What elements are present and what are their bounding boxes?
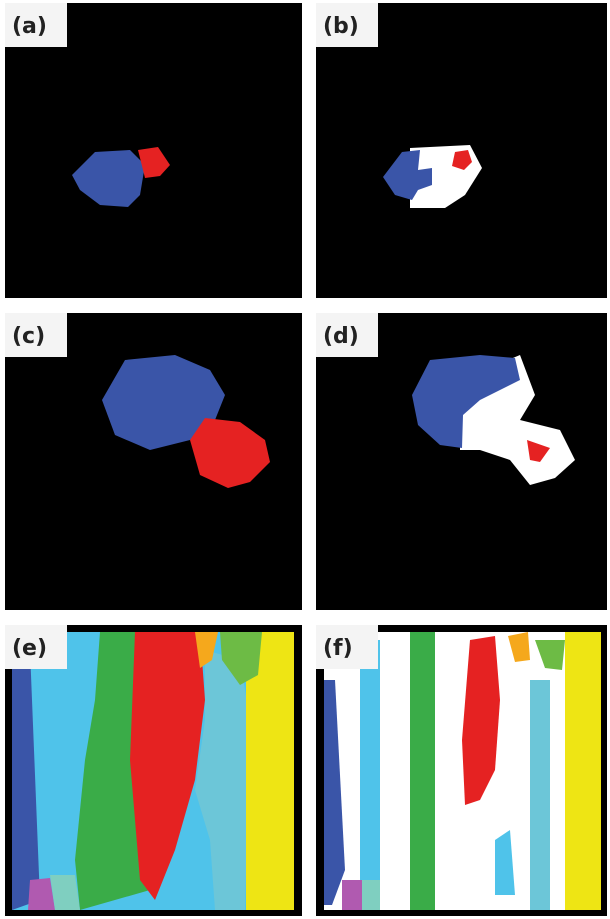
cyan-region [530,680,550,910]
yellow-region [565,632,601,910]
light-blue-region [360,640,380,880]
page: (a) (b) (c) (d) (e) (f) (() => { const d… [0,0,610,919]
panel-label: (d) [323,324,359,349]
purple-region [342,880,362,910]
panel-label: (f) [323,636,353,661]
figure: (a) (b) (c) (d) (e) (f) [0,0,610,919]
panel-label: (c) [12,324,45,349]
panel-label: (e) [12,636,47,661]
panel-label: (b) [323,14,359,39]
teal-region [362,880,380,910]
panel-label: (a) [12,14,47,39]
green-region [410,632,435,910]
teal-region [50,875,80,910]
